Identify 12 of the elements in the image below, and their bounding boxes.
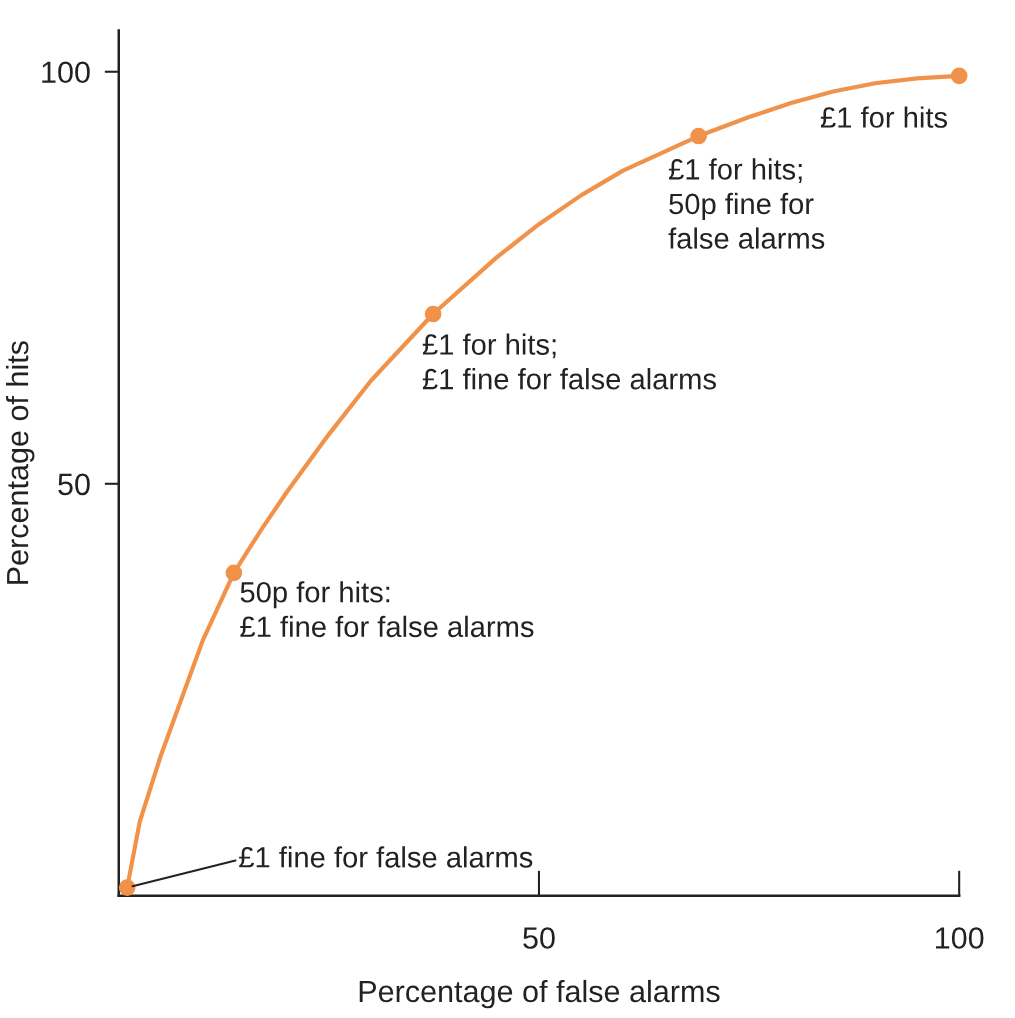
annotation: £1 fine for false alarms	[239, 846, 533, 868]
point	[690, 127, 707, 145]
annotation: £1 for hits; 50p fine for false alarms	[668, 158, 825, 249]
annotation: 50p for hits: £1 fine for false alarms	[240, 581, 534, 638]
x-axis-title: Percentage of false alarms	[359, 979, 720, 1009]
annotation: £1 for hits	[820, 106, 948, 128]
point	[950, 67, 968, 85]
annotation: £1 for hits; £1 fine for false alarms	[422, 333, 716, 390]
point	[225, 564, 243, 582]
point	[424, 305, 442, 323]
y-axis-title: Percentage of hits	[5, 341, 35, 584]
point	[118, 879, 136, 896]
